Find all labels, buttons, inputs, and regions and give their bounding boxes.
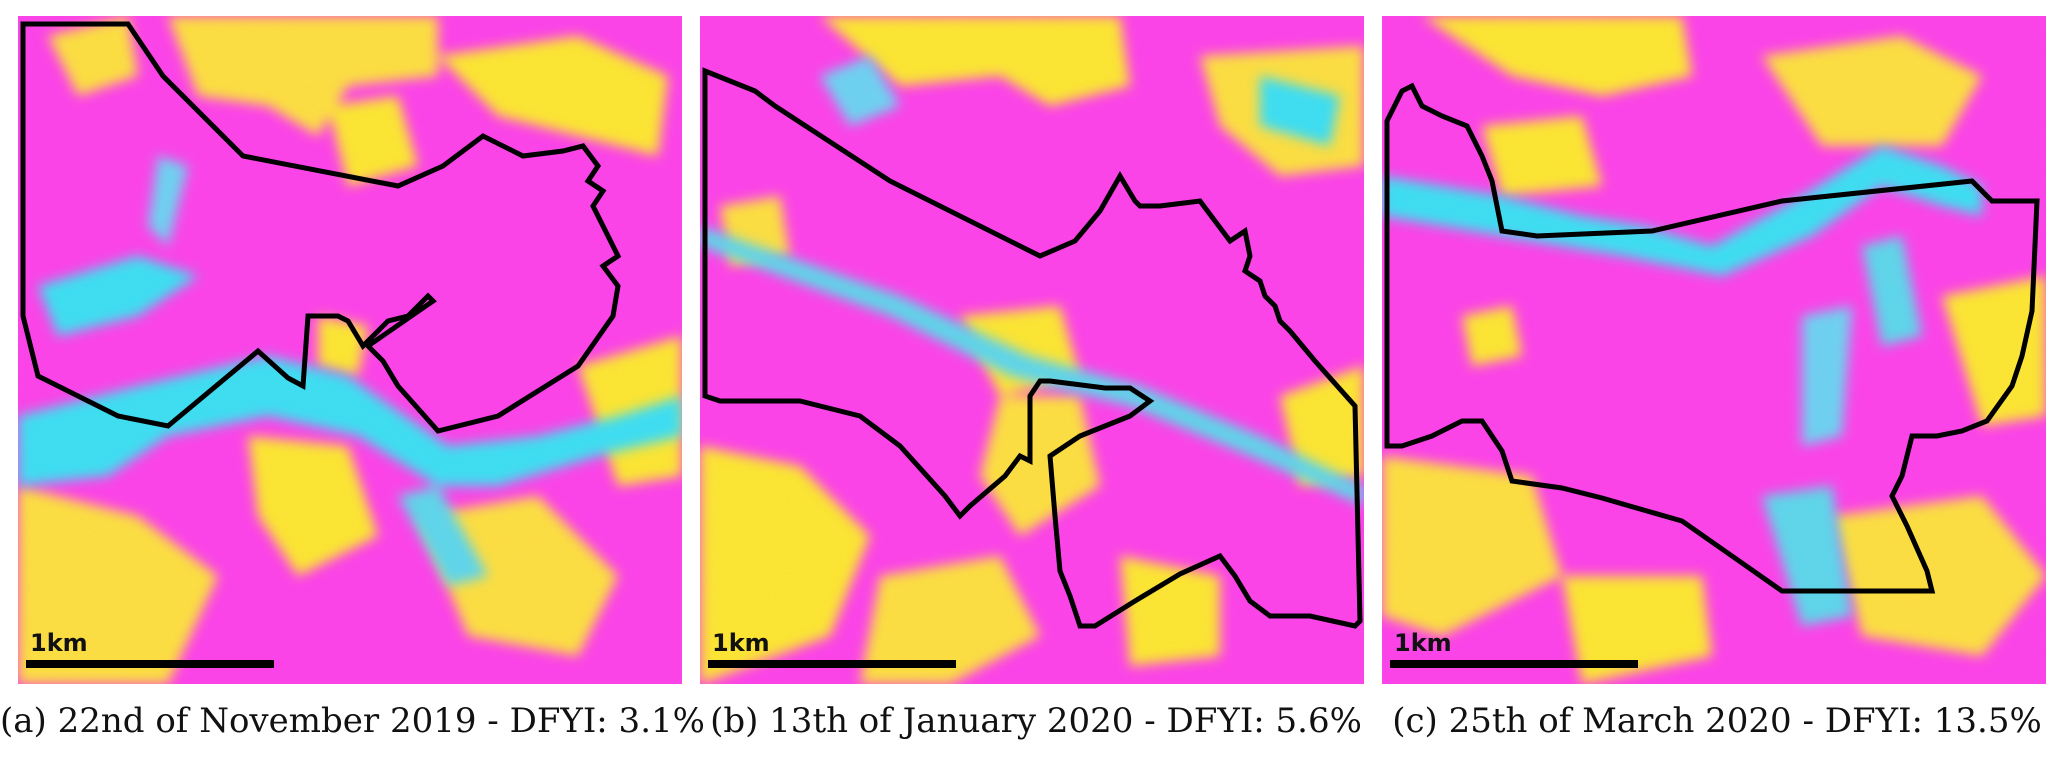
scale-bar-line	[708, 660, 956, 668]
scale-bar-a: 1km	[26, 630, 276, 674]
caption-c: (c) 25th of March 2020 - DFYI: 13.5%	[1392, 701, 2042, 741]
region-outline-c	[1384, 82, 2040, 594]
region-outline-a	[20, 21, 622, 434]
scale-bar-label: 1km	[1394, 629, 1452, 657]
scale-bar-label: 1km	[30, 629, 88, 657]
false-color-image-c	[1382, 16, 2046, 684]
false-color-image-b	[700, 16, 1364, 684]
scale-bar-line	[1390, 660, 1638, 668]
false-color-image-a	[18, 16, 682, 684]
satellite-image-panel-b: 1km	[700, 16, 1364, 684]
scale-bar-c: 1km	[1390, 630, 1640, 674]
caption-a: (a) 22nd of November 2019 - DFYI: 3.1%	[0, 701, 705, 741]
scale-bar-label: 1km	[712, 629, 770, 657]
scale-bar-line	[26, 660, 274, 668]
satellite-image-panel-c: 1km	[1382, 16, 2046, 684]
region-outline-b	[702, 67, 1363, 629]
caption-b: (b) 13th of January 2020 - DFYI: 5.6%	[710, 701, 1362, 741]
scale-bar-b: 1km	[708, 630, 958, 674]
satellite-image-panel-a: 1km	[18, 16, 682, 684]
